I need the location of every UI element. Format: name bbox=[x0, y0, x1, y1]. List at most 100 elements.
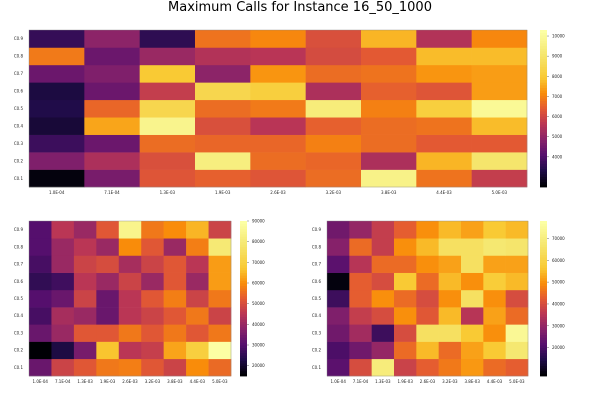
heatmap-cell bbox=[73, 272, 97, 291]
colorbar-swatch bbox=[240, 311, 247, 315]
colorbar-swatch bbox=[540, 145, 547, 149]
heatmap-cell bbox=[371, 324, 395, 342]
heatmap-cell bbox=[186, 255, 209, 273]
heatmap-cell bbox=[195, 47, 251, 66]
heatmap-cell bbox=[471, 117, 528, 135]
heatmap-cell bbox=[416, 64, 472, 83]
colorbar-swatch bbox=[240, 239, 247, 243]
heatmap-cell bbox=[361, 82, 417, 101]
y-tick-label: C0.6 bbox=[312, 279, 322, 284]
colorbar-swatch bbox=[240, 370, 247, 374]
heatmap-cell bbox=[371, 289, 395, 308]
heatmap-cell bbox=[141, 221, 164, 239]
heatmap-cell bbox=[361, 152, 417, 170]
heatmap-cell bbox=[327, 341, 350, 360]
heatmap-cell bbox=[73, 221, 97, 239]
heatmap-cell bbox=[483, 341, 506, 360]
colorbar-swatch bbox=[540, 132, 547, 136]
x-tick-label: 3.8E-03 bbox=[167, 379, 183, 384]
heatmap-cell bbox=[84, 169, 140, 188]
x-tick-label: 7.1E-04 bbox=[353, 379, 369, 384]
x-tick-label: 2.6E-03 bbox=[420, 379, 436, 384]
colorbar-bottom-right: 20000 30000 40000 50000 60000 70000 bbox=[540, 221, 565, 377]
heatmap-cell bbox=[186, 238, 209, 256]
heatmap-cell bbox=[186, 341, 209, 360]
heatmap-cell bbox=[141, 358, 164, 377]
y-tick-label: C0.7 bbox=[14, 262, 24, 267]
colorbar-swatch bbox=[240, 252, 247, 255]
colorbar-swatch bbox=[540, 337, 547, 341]
heatmap-cell bbox=[118, 324, 142, 342]
heatmap-cell bbox=[483, 255, 506, 273]
colorbar-swatch bbox=[540, 124, 547, 128]
heatmap-cell bbox=[371, 307, 395, 325]
heatmap-cell bbox=[349, 307, 372, 325]
colorbar-swatch bbox=[240, 285, 247, 289]
heatmap-cell bbox=[371, 238, 395, 256]
heatmap-cell bbox=[394, 289, 417, 308]
x-tick-label: 1.3E-03 bbox=[375, 379, 391, 384]
colorbar-tick-label: 40000 bbox=[552, 301, 565, 306]
colorbar-swatch bbox=[540, 231, 547, 235]
heatmap-cell bbox=[29, 47, 85, 66]
heatmap-cell bbox=[305, 64, 362, 83]
colorbar-bottom-left: 20000 30000 40000 50000 60000 70000 80000 90000 bbox=[240, 219, 265, 377]
colorbar-tick-label: 20000 bbox=[552, 345, 565, 350]
colorbar-swatch bbox=[540, 37, 547, 41]
heatmap-cell bbox=[118, 341, 142, 360]
colorbar-swatch bbox=[240, 280, 247, 284]
colorbar-swatch bbox=[540, 116, 547, 120]
colorbar-swatch bbox=[240, 352, 247, 356]
heatmap-cell bbox=[461, 238, 484, 256]
heatmap-cell bbox=[186, 358, 209, 377]
colorbar-swatch bbox=[240, 221, 247, 224]
heatmap-cell bbox=[305, 169, 362, 188]
heatmap-cell bbox=[73, 238, 97, 256]
colorbar-swatch bbox=[240, 355, 247, 359]
colorbar-swatch bbox=[540, 134, 547, 138]
colorbar-swatch bbox=[540, 311, 547, 315]
heatmap-cell bbox=[305, 152, 362, 170]
plot-frame bbox=[28, 220, 232, 377]
colorbar-swatch bbox=[240, 293, 247, 297]
colorbar-swatch bbox=[540, 244, 547, 248]
heatmap-cell bbox=[416, 134, 472, 153]
heatmap-cell bbox=[195, 117, 251, 135]
heatmap-cell bbox=[195, 30, 251, 48]
colorbar-swatch bbox=[540, 50, 547, 54]
heatmap-cell bbox=[250, 30, 306, 48]
heatmap-cell bbox=[51, 307, 75, 325]
heatmap-cell bbox=[483, 238, 506, 256]
colorbar-tick-label: 10000 bbox=[552, 34, 565, 39]
x-tick-label: 1.9E-03 bbox=[215, 190, 231, 195]
colorbar-swatch bbox=[540, 40, 547, 44]
heatmap-cell bbox=[51, 358, 75, 377]
colorbar-swatch bbox=[540, 264, 547, 268]
heatmap-cell bbox=[371, 272, 395, 291]
colorbar-swatch bbox=[240, 345, 247, 348]
heatmap-cell bbox=[29, 134, 85, 153]
colorbar-swatch bbox=[540, 277, 547, 281]
heatmap-cell bbox=[51, 255, 75, 273]
heatmap-cell bbox=[505, 255, 529, 273]
colorbar-swatch bbox=[540, 332, 547, 336]
colorbar-swatch bbox=[540, 95, 547, 99]
plot-frame bbox=[326, 220, 529, 377]
colorbar-swatch bbox=[540, 368, 547, 372]
heatmap-cell bbox=[438, 238, 462, 256]
y-tick-label: C0.1 bbox=[14, 176, 24, 181]
colorbar-swatch bbox=[240, 264, 247, 268]
colorbar-swatch bbox=[240, 249, 247, 253]
y-tick-label: C0.7 bbox=[312, 262, 322, 267]
y-tick-label: C0.9 bbox=[312, 227, 322, 232]
heatmap-cell bbox=[483, 272, 506, 291]
colorbar-swatch bbox=[540, 79, 547, 83]
heatmap-cell bbox=[371, 358, 395, 377]
colorbar-swatch bbox=[540, 221, 547, 224]
heatmap-cell bbox=[84, 99, 140, 118]
heatmap-cell bbox=[118, 255, 142, 273]
colorbar-swatch bbox=[240, 270, 247, 274]
heatmap-cell bbox=[29, 221, 52, 239]
heatmap-cell bbox=[394, 272, 417, 291]
colorbar-swatch bbox=[540, 259, 547, 263]
